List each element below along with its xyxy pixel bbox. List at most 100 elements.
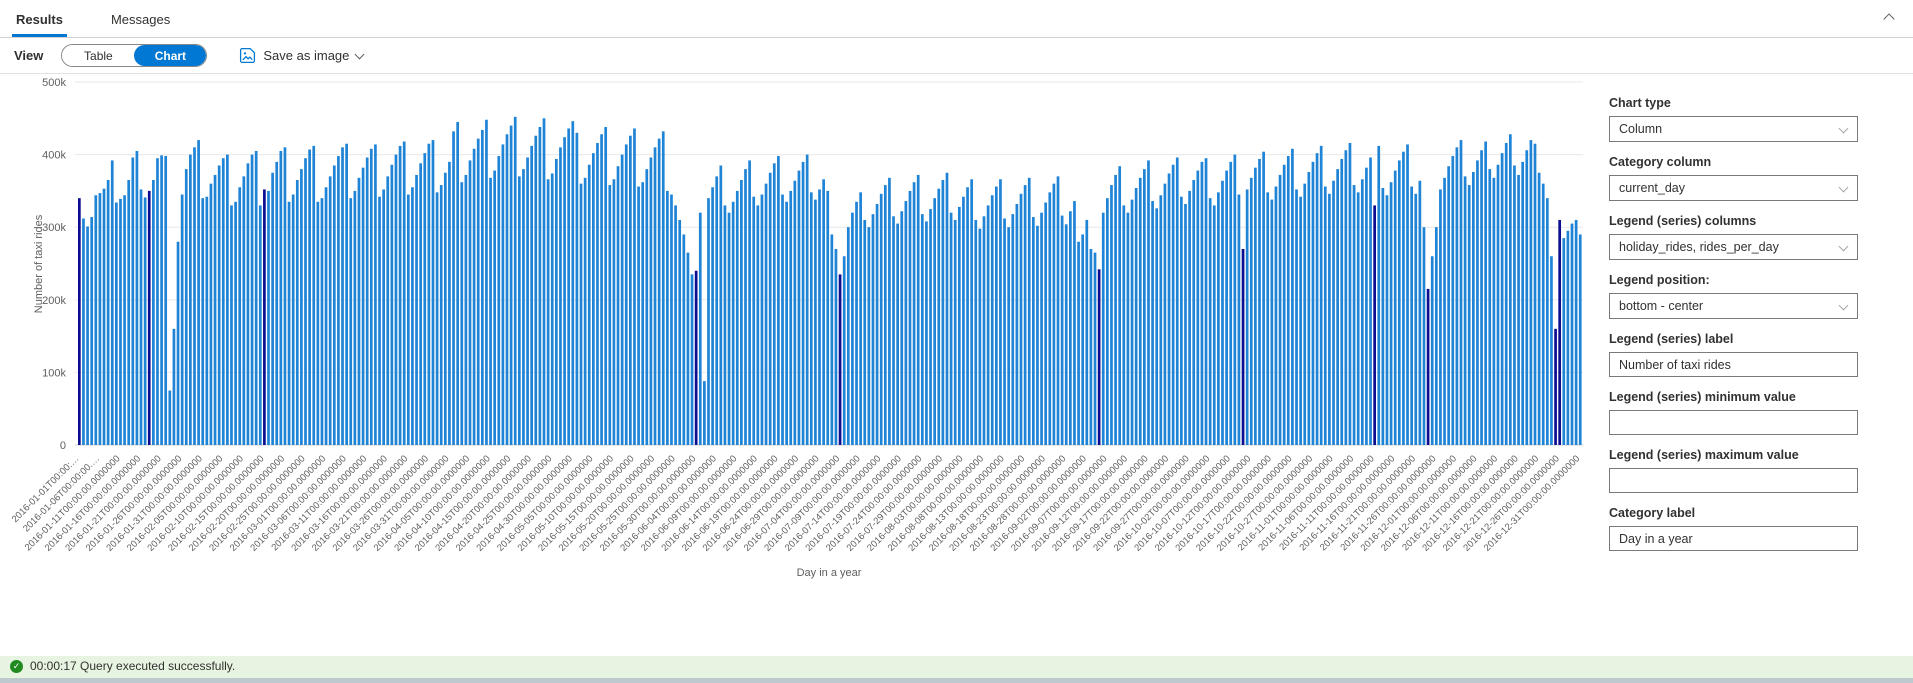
rides-per-day-bar[interactable]: [476, 138, 480, 445]
rides-per-day-bar[interactable]: [1200, 161, 1204, 446]
rides-per-day-bar[interactable]: [624, 144, 628, 445]
rides-per-day-bar[interactable]: [485, 119, 488, 445]
rides-per-day-bar[interactable]: [1007, 227, 1011, 445]
rides-per-day-bar[interactable]: [550, 173, 554, 445]
legend-max-input[interactable]: [1609, 468, 1858, 493]
rides-per-day-bar[interactable]: [1422, 227, 1426, 445]
rides-per-day-bar[interactable]: [1578, 234, 1582, 445]
holiday-rides-bar[interactable]: [1373, 205, 1376, 445]
rides-per-day-bar[interactable]: [1332, 180, 1335, 445]
rides-per-day-bar[interactable]: [246, 163, 250, 445]
rides-per-day-bar[interactable]: [1286, 156, 1290, 446]
rides-per-day-bar[interactable]: [197, 140, 200, 445]
rides-per-day-bar[interactable]: [805, 154, 809, 445]
rides-per-day-bar[interactable]: [369, 148, 373, 445]
rides-per-day-bar[interactable]: [1274, 186, 1278, 445]
rides-per-day-bar[interactable]: [871, 214, 875, 445]
rides-per-day-bar[interactable]: [970, 179, 974, 445]
rides-per-day-bar[interactable]: [842, 256, 846, 445]
rides-per-day-bar[interactable]: [1077, 241, 1080, 445]
rides-per-day-bar[interactable]: [1266, 192, 1270, 445]
holiday-rides-bar[interactable]: [1097, 269, 1101, 445]
rides-per-day-bar[interactable]: [768, 172, 772, 445]
rides-per-day-bar[interactable]: [1134, 188, 1138, 445]
rides-per-day-bar[interactable]: [822, 179, 825, 445]
rides-per-day-bar[interactable]: [793, 180, 797, 445]
rides-per-day-bar[interactable]: [748, 160, 751, 445]
rides-per-day-bar[interactable]: [1027, 177, 1031, 445]
rides-per-day-bar[interactable]: [546, 179, 550, 445]
rides-per-day-bar[interactable]: [801, 161, 805, 446]
rides-per-day-bar[interactable]: [180, 194, 184, 445]
rides-per-day-bar[interactable]: [678, 219, 682, 445]
rides-per-day-bar[interactable]: [464, 174, 468, 445]
rides-per-day-bar[interactable]: [592, 153, 595, 445]
rides-per-day-bar[interactable]: [756, 205, 760, 445]
collapse-pane-button[interactable]: [1883, 10, 1899, 25]
rides-per-day-bar[interactable]: [785, 201, 788, 445]
rides-per-day-bar[interactable]: [727, 212, 731, 445]
rides-per-day-bar[interactable]: [201, 198, 205, 445]
rides-per-day-bar[interactable]: [818, 189, 821, 445]
category-label-input[interactable]: [1609, 526, 1858, 551]
rides-per-day-bar[interactable]: [1508, 134, 1512, 445]
rides-per-day-bar[interactable]: [661, 131, 665, 445]
rides-per-day-bar[interactable]: [423, 153, 427, 445]
rides-per-day-bar[interactable]: [1356, 192, 1360, 445]
view-toggle-table[interactable]: Table: [62, 45, 135, 66]
rides-per-day-bar[interactable]: [1064, 224, 1068, 445]
rides-per-day-bar[interactable]: [1031, 217, 1035, 445]
rides-per-day-bar[interactable]: [962, 196, 965, 445]
rides-per-day-bar[interactable]: [1451, 156, 1455, 446]
rides-per-day-bar[interactable]: [883, 185, 887, 445]
rides-per-day-bar[interactable]: [974, 219, 978, 445]
rides-per-day-bar[interactable]: [1143, 169, 1146, 445]
legend-min-input[interactable]: [1609, 410, 1858, 435]
rides-per-day-bar[interactable]: [892, 216, 895, 445]
rides-per-day-bar[interactable]: [698, 212, 702, 445]
rides-per-day-bar[interactable]: [538, 127, 542, 445]
rides-per-day-bar[interactable]: [1529, 140, 1533, 445]
rides-per-day-bar[interactable]: [1052, 183, 1056, 445]
rides-per-day-bar[interactable]: [859, 192, 862, 445]
rides-per-day-bar[interactable]: [1180, 196, 1183, 445]
rides-per-day-bar[interactable]: [295, 180, 299, 445]
rides-per-day-bar[interactable]: [1500, 153, 1504, 445]
rides-per-day-bar[interactable]: [110, 160, 114, 445]
rides-per-day-bar[interactable]: [978, 228, 982, 445]
rides-per-day-bar[interactable]: [674, 205, 677, 445]
rides-per-day-bar[interactable]: [604, 127, 608, 445]
rides-per-day-bar[interactable]: [505, 134, 509, 445]
rides-per-day-bar[interactable]: [443, 172, 447, 445]
rides-per-day-bar[interactable]: [189, 154, 192, 445]
rides-per-day-bar[interactable]: [851, 212, 854, 445]
save-as-image-button[interactable]: Save as image: [239, 47, 365, 64]
rides-per-day-bar[interactable]: [1377, 145, 1381, 445]
rides-per-day-bar[interactable]: [764, 183, 768, 445]
rides-per-day-bar[interactable]: [415, 174, 418, 445]
rides-per-day-bar[interactable]: [1295, 189, 1298, 445]
rides-per-day-bar[interactable]: [740, 180, 743, 445]
rides-per-day-bar[interactable]: [131, 157, 135, 446]
rides-per-day-bar[interactable]: [1340, 158, 1344, 445]
rides-per-day-bar[interactable]: [612, 179, 616, 445]
rides-per-day-bar[interactable]: [912, 182, 916, 445]
rides-per-day-bar[interactable]: [908, 190, 912, 445]
rides-per-day-bar[interactable]: [567, 128, 571, 445]
rides-per-day-bar[interactable]: [587, 164, 591, 445]
rides-per-day-bar[interactable]: [1089, 248, 1093, 445]
rides-per-day-bar[interactable]: [1036, 225, 1039, 445]
rides-per-day-bar[interactable]: [1192, 180, 1196, 445]
rides-per-day-bar[interactable]: [1393, 170, 1397, 445]
rides-per-day-bar[interactable]: [1447, 166, 1450, 445]
rides-per-day-bar[interactable]: [1151, 201, 1154, 445]
rides-per-day-bar[interactable]: [949, 212, 953, 445]
rides-per-day-bar[interactable]: [522, 169, 525, 445]
rides-per-day-bar[interactable]: [1208, 198, 1212, 445]
rides-per-day-bar[interactable]: [1175, 157, 1179, 446]
rides-per-day-bar[interactable]: [258, 205, 262, 445]
rides-per-day-bar[interactable]: [982, 216, 986, 445]
rides-per-day-bar[interactable]: [1278, 174, 1282, 445]
rides-per-day-bar[interactable]: [1365, 167, 1368, 446]
rides-per-day-bar[interactable]: [1550, 256, 1553, 445]
